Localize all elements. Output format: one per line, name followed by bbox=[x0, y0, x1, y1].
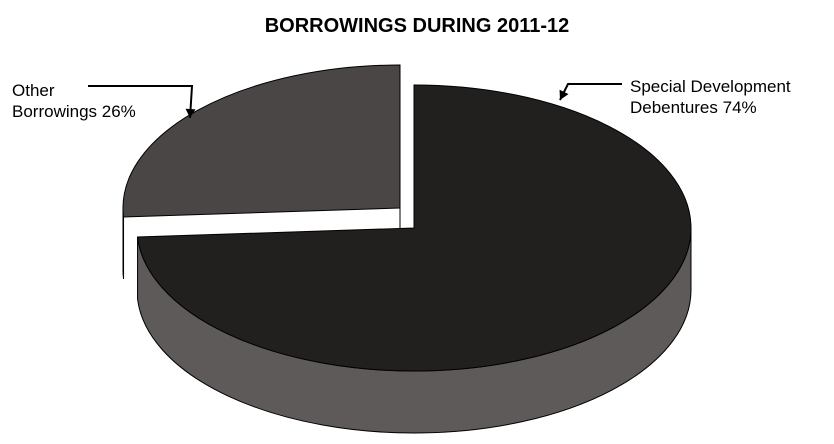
pie-group bbox=[122, 64, 692, 434]
pie-slice-0 bbox=[136, 84, 692, 372]
pie-slice-1 bbox=[122, 64, 401, 218]
callout-arrowhead-0 bbox=[559, 89, 569, 100]
slice-label-0-line-1: Debentures 74% bbox=[630, 98, 757, 117]
label-group: Special Development Debentures 74% Other Bo… bbox=[12, 77, 791, 121]
callout-arrowhead-1 bbox=[185, 108, 196, 118]
slice-label-1-line-0: Other bbox=[12, 81, 55, 100]
chart-title: BORROWINGS DURING 2011-12 bbox=[265, 15, 570, 37]
pie-slice-side-1 bbox=[122, 207, 125, 280]
callout-line-0 bbox=[559, 83, 622, 101]
slice-label-1-line-1: Borrowings 26% bbox=[12, 102, 136, 121]
callout-line-1 bbox=[88, 85, 194, 119]
slice-label-0-line-0: Special Development bbox=[630, 77, 791, 96]
